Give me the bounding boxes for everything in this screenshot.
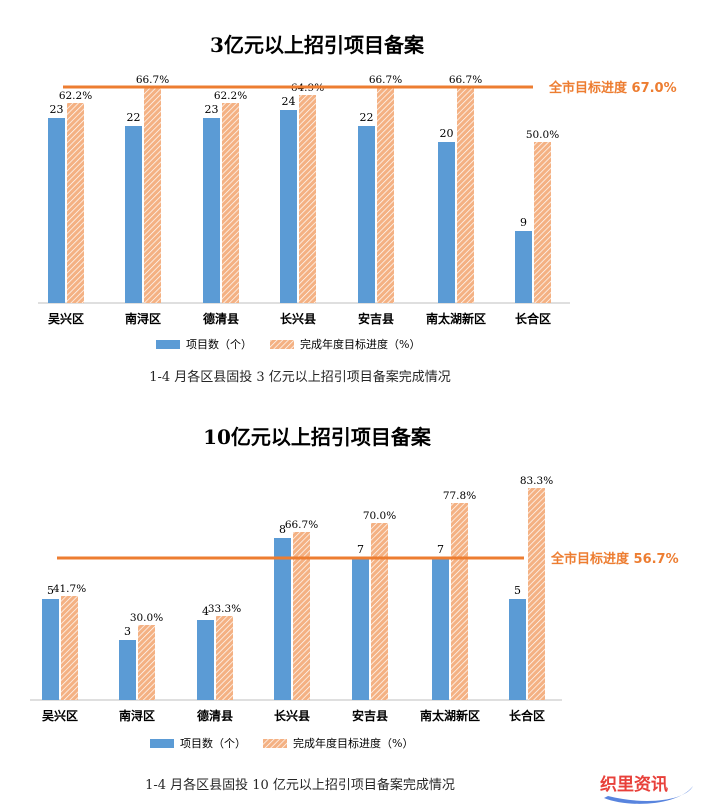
legend-label-count: 项目数（个）: [186, 338, 252, 351]
progress-bar: [293, 532, 310, 700]
progress-bar: [377, 87, 394, 303]
count-bar: [438, 142, 455, 303]
target-label: 全市目标进度 67.0%: [548, 80, 677, 96]
progress-bar: [222, 103, 239, 303]
count-data-label: 20: [440, 127, 454, 140]
legend-label-count: 项目数（个）: [180, 737, 246, 750]
progress-bar: [534, 142, 551, 303]
progress-bar: [216, 616, 233, 700]
legend-swatch-count: [150, 739, 174, 748]
progress-data-label: 66.7%: [369, 74, 402, 86]
legend-swatch-progress: [270, 340, 294, 349]
count-bar: [125, 126, 142, 303]
progress-bar: [457, 87, 474, 303]
watermark-text: 织里资讯: [600, 774, 668, 795]
count-bar: [358, 126, 375, 303]
legend-swatch-count: [156, 340, 180, 349]
count-data-label: 24: [282, 95, 296, 108]
legend-label-progress: 完成年度目标进度（%）: [293, 736, 413, 750]
count-data-label: 22: [127, 111, 141, 124]
count-data-label: 5: [514, 584, 521, 597]
progress-data-label: 30.0%: [130, 612, 163, 624]
chart-title: 3亿元以上招引项目备案: [210, 33, 425, 57]
count-bar: [432, 558, 449, 700]
category-tick-label: 安吉县: [352, 708, 388, 723]
watermark-logo: 织里资讯: [600, 774, 693, 804]
count-data-label: 23: [50, 103, 64, 116]
category-tick-label: 南太湖新区: [426, 311, 486, 326]
progress-data-label: 33.3%: [208, 603, 241, 615]
category-tick-label: 南浔区: [125, 311, 161, 326]
count-bar: [280, 110, 297, 303]
count-bar: [197, 620, 214, 700]
category-tick-label: 南浔区: [119, 708, 155, 723]
figure-caption: 1-4 月各区县固投 3 亿元以上招引项目备案完成情况: [149, 369, 451, 385]
legend-label-progress: 完成年度目标进度（%）: [300, 337, 420, 351]
progress-data-label: 66.7%: [136, 74, 169, 86]
category-tick-label: 南太湖新区: [420, 708, 480, 723]
progress-bar: [371, 523, 388, 700]
progress-bar: [61, 596, 78, 700]
category-tick-label: 德清县: [203, 311, 239, 326]
count-bar: [119, 640, 136, 700]
count-data-label: 9: [520, 216, 527, 229]
watermark-swoosh: [604, 786, 693, 804]
progress-bar: [144, 87, 161, 303]
count-data-label: 22: [360, 111, 374, 124]
progress-data-label: 83.3%: [520, 475, 553, 487]
category-tick-label: 吴兴区: [48, 311, 84, 326]
chart-title: 10亿元以上招引项目备案: [203, 425, 432, 449]
category-tick-label: 德清县: [197, 708, 233, 723]
progress-data-label: 50.0%: [526, 129, 559, 141]
count-data-label: 7: [437, 543, 444, 556]
progress-data-label: 66.7%: [285, 519, 318, 531]
count-data-label: 5: [47, 584, 54, 597]
category-tick-label: 安吉县: [358, 311, 394, 326]
category-tick-label: 长兴县: [280, 311, 316, 326]
count-bar: [352, 558, 369, 700]
category-tick-label: 长合区: [515, 311, 551, 326]
category-tick-label: 长合区: [509, 708, 545, 723]
count-data-label: 4: [202, 605, 209, 618]
figure-caption: 1-4 月各区县固投 10 亿元以上招引项目备案完成情况: [145, 777, 455, 793]
count-data-label: 8: [279, 523, 286, 536]
progress-bar: [138, 625, 155, 700]
count-bar: [509, 599, 526, 700]
target-label: 全市目标进度 56.7%: [550, 551, 679, 567]
category-tick-label: 吴兴区: [42, 708, 78, 723]
count-bar: [42, 599, 59, 700]
progress-bar: [299, 95, 316, 303]
progress-data-label: 62.2%: [214, 90, 247, 102]
progress-bar: [67, 103, 84, 303]
progress-data-label: 77.8%: [443, 490, 476, 502]
progress-data-label: 70.0%: [363, 510, 396, 522]
count-data-label: 23: [205, 103, 219, 116]
count-bar: [203, 118, 220, 303]
progress-data-label: 66.7%: [449, 74, 482, 86]
count-bar: [515, 231, 532, 303]
progress-bar: [528, 488, 545, 700]
legend-swatch-progress: [263, 739, 287, 748]
count-bar: [48, 118, 65, 303]
progress-data-label: 41.7%: [53, 583, 86, 595]
progress-data-label: 62.2%: [59, 90, 92, 102]
count-bar: [274, 538, 291, 700]
category-tick-label: 长兴县: [274, 708, 310, 723]
count-data-label: 3: [124, 625, 131, 638]
progress-bar: [451, 503, 468, 700]
count-data-label: 7: [357, 543, 364, 556]
